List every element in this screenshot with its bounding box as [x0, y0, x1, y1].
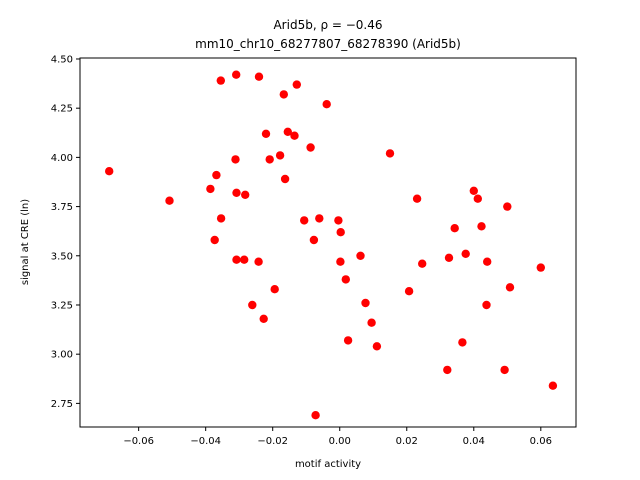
data-point-44	[418, 259, 427, 268]
data-point-55	[500, 365, 509, 375]
data-point-19	[270, 285, 279, 294]
data-point-34	[336, 228, 345, 237]
data-point-15	[254, 72, 264, 81]
data-point-30	[315, 214, 324, 223]
data-point-51	[473, 194, 482, 203]
data-point-23	[283, 127, 292, 136]
data-point-20	[275, 151, 285, 160]
y-tick-label: 4.25	[51, 104, 73, 115]
data-point-3	[210, 235, 219, 245]
plot-frame	[79, 57, 577, 428]
data-point-1	[165, 196, 174, 205]
data-point-48	[458, 338, 467, 347]
data-point-17	[261, 129, 271, 138]
data-point-53	[482, 300, 491, 310]
x-axis-label: motif activity	[295, 459, 361, 470]
y-tick-label: 4.00	[51, 153, 73, 164]
chart-title-line1: Arid5b, ρ = −0.46	[273, 18, 382, 32]
x-tick-label: 0.04	[463, 436, 485, 447]
data-point-11	[240, 255, 249, 264]
data-point-29	[311, 411, 320, 420]
data-point-56	[503, 202, 512, 211]
x-tick-label: 0.06	[530, 436, 552, 447]
data-point-22	[280, 174, 290, 184]
x-tick-label: −0.02	[257, 436, 288, 447]
data-point-13	[248, 300, 257, 310]
data-points	[105, 70, 558, 420]
y-axis-ticks: 2.75 3.00 3.25 3.50 3.75 4.00 4.25 4.50	[51, 54, 80, 410]
data-point-39	[367, 318, 376, 327]
data-point-32	[334, 216, 343, 225]
data-point-7	[231, 155, 240, 164]
data-point-14	[254, 257, 263, 266]
chart-title-line2: mm10_chr10_68277807_68278390 (Arid5b)	[195, 37, 461, 51]
data-point-33	[336, 257, 345, 266]
data-point-26	[300, 216, 309, 225]
data-point-27	[306, 143, 315, 152]
data-point-59	[548, 381, 558, 390]
data-point-38	[361, 298, 370, 308]
data-point-50	[469, 186, 478, 195]
data-point-35	[341, 275, 350, 284]
x-tick-label: 0.00	[329, 436, 351, 447]
data-point-8	[232, 70, 241, 79]
data-point-52	[477, 222, 486, 231]
data-point-54	[483, 257, 492, 266]
data-point-18	[265, 155, 274, 164]
data-point-10	[232, 255, 241, 264]
y-axis-label: signal at CRE (ln)	[20, 199, 31, 285]
data-point-36	[343, 336, 353, 345]
y-tick-label: 4.50	[51, 54, 73, 65]
data-point-58	[536, 263, 545, 272]
data-point-37	[356, 251, 365, 260]
data-point-5	[216, 76, 225, 85]
data-point-41	[385, 149, 395, 158]
data-point-0	[105, 167, 114, 176]
x-tick-label: 0.02	[396, 436, 418, 447]
y-tick-label: 2.75	[51, 399, 73, 410]
y-tick-label: 3.50	[51, 251, 73, 262]
y-tick-label: 3.00	[51, 350, 73, 361]
data-point-49	[461, 249, 470, 258]
data-point-4	[212, 170, 221, 180]
data-point-43	[412, 194, 422, 203]
y-tick-label: 3.25	[51, 300, 73, 311]
data-point-25	[292, 80, 301, 89]
x-tick-label: −0.06	[123, 436, 154, 447]
data-point-46	[444, 253, 454, 262]
x-tick-label: −0.04	[190, 436, 221, 447]
data-point-16	[259, 314, 268, 323]
data-point-42	[404, 287, 414, 296]
data-point-40	[372, 342, 382, 351]
data-point-24	[290, 131, 299, 140]
data-point-31	[322, 100, 331, 109]
data-point-57	[505, 283, 515, 292]
data-point-6	[216, 214, 226, 223]
data-point-21	[279, 90, 288, 99]
data-point-45	[443, 365, 452, 375]
data-point-12	[241, 190, 250, 199]
x-axis-ticks: −0.06 −0.04 −0.02 0.00 0.02 0.04 0.06	[123, 427, 552, 447]
data-point-28	[309, 235, 319, 245]
data-point-9	[232, 188, 241, 197]
data-point-2	[206, 184, 215, 194]
y-tick-label: 3.75	[51, 202, 73, 213]
data-point-47	[450, 224, 459, 233]
